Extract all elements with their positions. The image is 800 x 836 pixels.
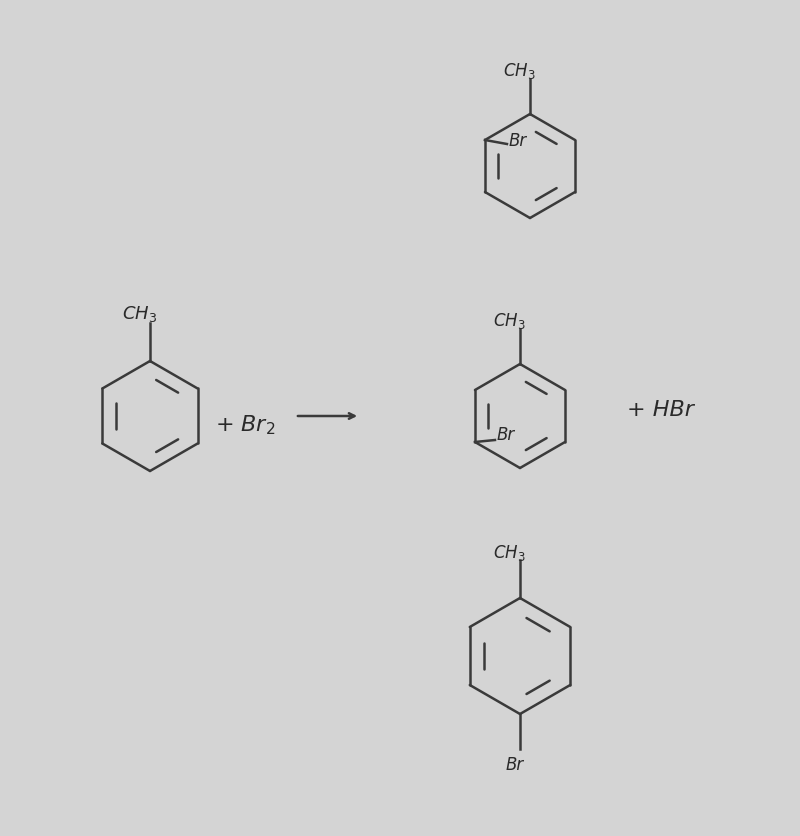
Text: Br: Br bbox=[506, 756, 524, 774]
Text: Br: Br bbox=[509, 132, 527, 150]
Text: + Br$_2$: + Br$_2$ bbox=[215, 413, 275, 436]
Text: CH$_3$: CH$_3$ bbox=[493, 311, 526, 331]
Text: Br: Br bbox=[497, 426, 515, 444]
Text: CH$_3$: CH$_3$ bbox=[493, 543, 526, 563]
Text: CH$_3$: CH$_3$ bbox=[503, 61, 536, 81]
Text: CH$_3$: CH$_3$ bbox=[122, 304, 158, 324]
Text: + HBr: + HBr bbox=[627, 400, 694, 420]
